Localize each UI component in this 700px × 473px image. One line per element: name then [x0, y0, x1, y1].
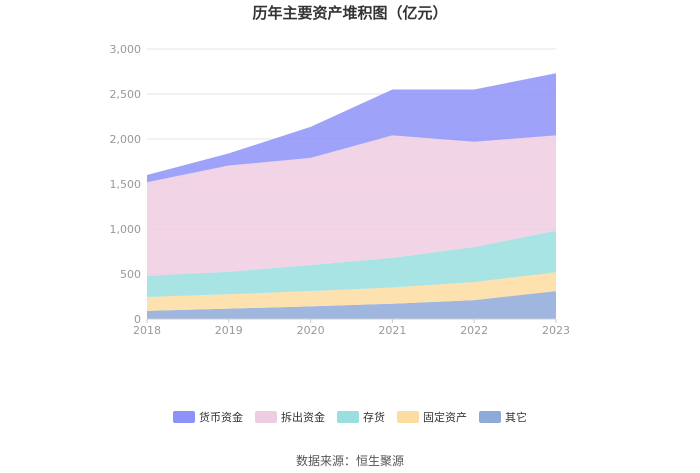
axes: 0 500 1,000 1,500 2,000 2,500 3,000 2018 2019 202… [110, 43, 571, 337]
legend-item-货币资金[interactable]: 货币资金 [173, 410, 243, 424]
x-tick-label: 2020 [297, 324, 325, 337]
legend-label: 固定资产 [423, 410, 467, 424]
x-tick-label: 2022 [460, 324, 488, 337]
legend-label: 存货 [363, 410, 385, 424]
area-其它 [147, 291, 556, 319]
y-tick-label: 1,000 [110, 223, 142, 236]
y-tick-label: 2,000 [110, 133, 142, 146]
legend-label: 货币资金 [199, 410, 243, 424]
x-tick-label: 2018 [133, 324, 161, 337]
legend-item-拆出资金[interactable]: 拆出资金 [255, 410, 325, 424]
legend-label: 拆出资金 [281, 410, 325, 424]
x-tick-label: 2021 [378, 324, 406, 337]
legend-label: 其它 [505, 410, 527, 424]
y-tick-label: 500 [120, 268, 141, 281]
legend-swatch [255, 411, 277, 423]
area-拆出资金 [147, 135, 556, 276]
legend-swatch [397, 411, 419, 423]
legend-item-其它[interactable]: 其它 [479, 410, 527, 424]
area-固定资产 [147, 272, 556, 311]
legend-swatch [173, 411, 195, 423]
area-存货 [147, 230, 556, 297]
area-货币资金 [147, 73, 556, 183]
data-source: 数据来源：恒生聚源 [295, 454, 404, 468]
area-series [147, 73, 556, 319]
legend-swatch [337, 411, 359, 423]
y-tick-label: 2,500 [110, 88, 142, 101]
x-tick-label: 2019 [215, 324, 243, 337]
legend-item-存货[interactable]: 存货 [337, 410, 385, 424]
y-tick-label: 0 [134, 313, 141, 326]
x-tick-label: 2023 [542, 324, 570, 337]
legend-swatch [479, 411, 501, 423]
chart-title: 历年主要资产堆积图（亿元） [252, 4, 447, 22]
legend-item-固定资产[interactable]: 固定资产 [397, 410, 467, 424]
y-tick-label: 1,500 [110, 178, 142, 191]
legend[interactable]: 货币资金 拆出资金 存货 固定资产 其它 [173, 410, 527, 424]
y-tick-label: 3,000 [110, 43, 142, 56]
